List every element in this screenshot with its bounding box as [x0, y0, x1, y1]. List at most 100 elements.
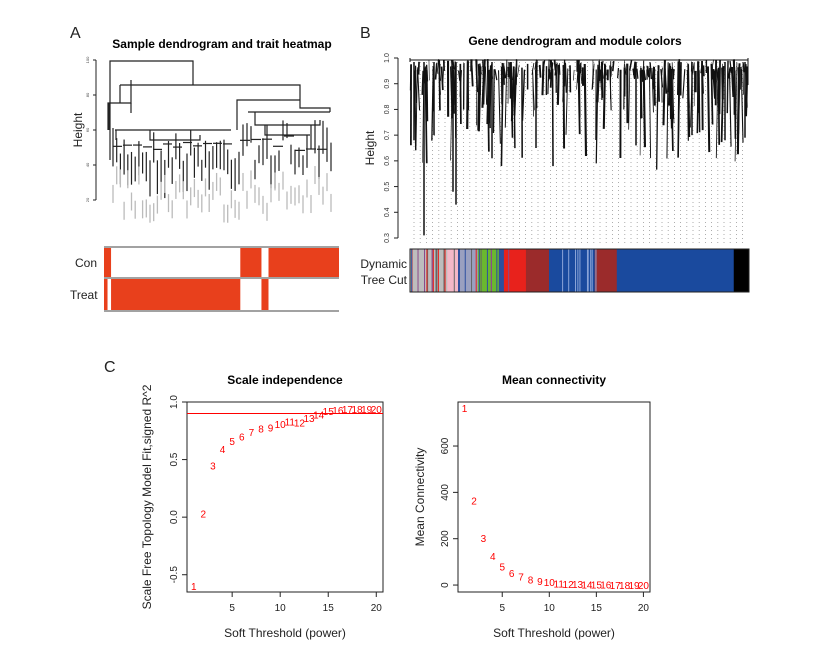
module-color-stripe [480, 249, 482, 292]
dendrogram-branch [692, 63, 695, 74]
y-tick-label: 1.0 [169, 395, 180, 409]
y-tick-label-b: 0.6 [384, 156, 391, 166]
dendrogram-branch [521, 69, 526, 121]
dendrogram-branch [596, 66, 601, 103]
module-color-stripe [453, 249, 455, 292]
x-tick-label: 10 [544, 603, 556, 614]
trait-label-con: Con [75, 256, 97, 270]
y-tick-label-a: 60 [85, 127, 90, 132]
dendrogram-branch [652, 66, 655, 80]
module-color-stripe [586, 249, 588, 292]
data-point-label: 11 [285, 418, 296, 429]
dendrogram-branch [504, 59, 508, 128]
data-point-label: 3 [481, 534, 487, 545]
module-color-stripe [490, 249, 492, 292]
data-point-label: 2 [471, 496, 477, 507]
data-point-label: 3 [210, 461, 216, 472]
dendrogram-branch [651, 67, 654, 113]
dendrogram-branch [466, 61, 469, 130]
dendrogram-branch [662, 60, 666, 126]
data-point-label: 15 [323, 407, 335, 418]
x-tick-label: 5 [499, 603, 505, 614]
dendrogram-branch [636, 68, 639, 79]
module-color-block [594, 249, 618, 292]
data-point-label: 10 [275, 420, 287, 431]
dendrogram-branch [602, 65, 607, 129]
dendrogram-branch [700, 61, 703, 74]
module-color-stripe [436, 249, 438, 292]
dendrogram-branch [538, 64, 542, 78]
dendrogram-branch [599, 69, 602, 83]
dendrogram-branch [592, 63, 595, 90]
module-color-stripe [458, 249, 460, 292]
dendrogram-branch [563, 62, 567, 87]
dendrogram-branch [639, 70, 643, 119]
module-color-stripe [595, 249, 597, 292]
data-point-label: 11 [554, 579, 565, 590]
module-color-stripe [577, 249, 579, 292]
data-point-label: 9 [268, 423, 274, 434]
module-color-block [498, 249, 505, 292]
y-tick-label-a: 100 [85, 56, 90, 63]
data-point-label: 15 [591, 581, 603, 592]
heatmap-cell-treat [261, 279, 269, 310]
module-color-stripe [427, 249, 429, 292]
y-tick-label: 200 [440, 530, 451, 547]
dendrogram-branch [730, 66, 735, 98]
module-color-block [733, 249, 750, 292]
module-color-stripe [443, 249, 445, 292]
dendrogram-branch [549, 62, 553, 88]
dendrogram-branch [425, 64, 429, 82]
x-tick-label: 5 [229, 603, 235, 614]
dendrogram-branch [424, 67, 428, 164]
dendrogram-branch [682, 69, 686, 99]
module-color-block [410, 249, 448, 292]
x-axis-label-c1: Soft Threshold (power) [224, 626, 346, 640]
dendrogram-branch [583, 63, 588, 156]
plot-frame [186, 401, 384, 593]
dendrogram-branch [669, 65, 673, 129]
y-tick-label-a: 80 [85, 92, 90, 97]
dendrogram-branch [656, 70, 659, 170]
data-point-label: 12 [563, 580, 575, 591]
dendrogram-branch [660, 67, 663, 79]
module-color-stripe [475, 249, 477, 292]
dendrogram-branch [532, 69, 534, 117]
y-tick-label: 600 [440, 437, 451, 454]
dendrogram-branch [726, 60, 729, 114]
dendrogram-branch [115, 129, 231, 141]
y-axis-label-c1: Scale Free Topology Model Fit,signed R^2 [140, 384, 154, 609]
module-color-stripe [432, 249, 434, 292]
dendrogram-branch [624, 64, 627, 75]
dendrogram-branch [236, 99, 331, 130]
dendrogram-branch [720, 66, 725, 143]
x-tick-label: 15 [323, 603, 335, 614]
y-axis-label-c2: Mean Connectivity [413, 448, 427, 547]
data-point-label: 8 [528, 575, 534, 586]
dendrogram-branch [616, 67, 620, 79]
data-point-label: 13 [572, 580, 584, 591]
dendrogram-branch [440, 66, 444, 91]
data-point-label: 5 [499, 563, 505, 574]
y-tick-label: 0.0 [169, 510, 180, 524]
data-point-label: 10 [544, 578, 556, 589]
data-point-label: 4 [220, 445, 226, 456]
dendrogram-branch [742, 62, 745, 73]
module-color-stripe [426, 249, 428, 292]
plot-frame [457, 401, 651, 593]
module-color-block [503, 249, 527, 292]
data-point-label: 14 [581, 580, 593, 591]
dendrogram-branch [736, 70, 741, 135]
dendrogram-branch [677, 65, 681, 143]
y-tick-label-a: 20 [85, 197, 90, 202]
chart-title-c1: Scale independence [227, 373, 343, 387]
module-color-border [409, 248, 750, 293]
module-color-stripe [471, 249, 473, 292]
module-color-stripe [431, 249, 433, 292]
heatmap-cell-treat [104, 279, 108, 310]
dendrogram-branch [436, 62, 439, 74]
module-color-stripe [508, 249, 510, 292]
dendrogram-branch [492, 69, 495, 134]
dendrogram-branch [733, 70, 737, 139]
panel-label-a: A [70, 25, 81, 42]
